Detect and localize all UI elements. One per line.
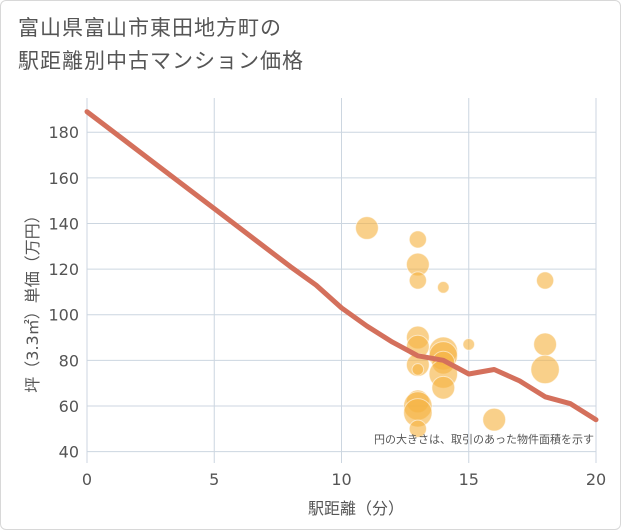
y-tick-label: 160	[48, 169, 79, 188]
x-tick-label: 15	[459, 470, 479, 489]
data-bubble	[411, 363, 425, 376]
data-bubble	[482, 407, 507, 432]
data-bubble	[530, 354, 560, 385]
x-tick-label: 10	[331, 470, 351, 489]
data-bubble	[355, 216, 379, 240]
y-axis-label: 坪（3.3㎡）単価（万円）	[23, 207, 42, 392]
data-bubble	[408, 271, 427, 290]
data-bubble	[431, 375, 456, 400]
title-line-1: 富山県富山市東田地方町の	[18, 16, 282, 40]
data-bubble	[462, 338, 476, 351]
data-bubble	[533, 332, 557, 357]
size-legend-note: 円の大きさは、取引のあった物件面積を示す	[374, 432, 594, 446]
y-tick-label: 180	[48, 123, 79, 142]
y-tick-label: 120	[48, 260, 79, 279]
bubble-layer	[355, 216, 560, 438]
chart-title: 富山県富山市東田地方町の 駅距離別中古マンション価格	[18, 12, 304, 78]
y-tick-label: 140	[48, 214, 79, 233]
x-tick-label: 0	[82, 470, 92, 489]
data-bubble	[408, 419, 427, 438]
average-price-line	[84, 109, 599, 423]
title-line-2: 駅距離別中古マンション価格	[18, 49, 304, 73]
y-tick-labels: 40 60 80 100 120 140 160 180	[48, 123, 79, 461]
x-tick-label: 20	[586, 470, 606, 489]
grid-lines	[86, 98, 597, 463]
x-axis-label: 駅距離（分）	[308, 499, 404, 518]
y-tick-label: 40	[59, 443, 79, 462]
y-tick-label: 100	[48, 306, 79, 325]
y-tick-label: 60	[59, 397, 79, 416]
x-tick-labels: 0 5 10 15 20	[82, 470, 606, 489]
x-tick-label: 5	[209, 470, 219, 489]
y-tick-label: 80	[59, 351, 79, 370]
data-bubble	[437, 281, 450, 294]
data-bubble	[408, 230, 427, 249]
data-bubble	[536, 271, 555, 290]
